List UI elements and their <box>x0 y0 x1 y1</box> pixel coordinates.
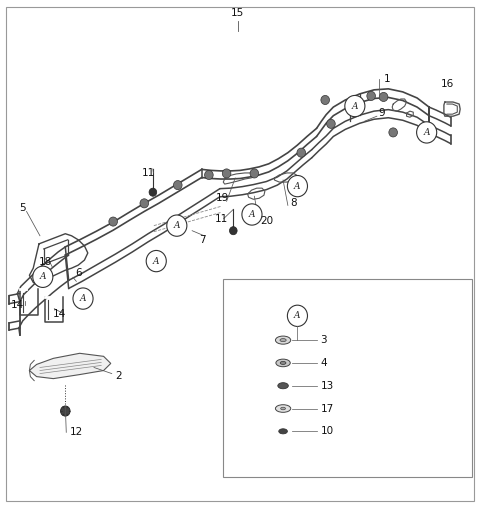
Text: 19: 19 <box>216 193 229 203</box>
Ellipse shape <box>276 359 290 367</box>
Circle shape <box>367 91 375 101</box>
Text: 3: 3 <box>321 335 327 345</box>
Text: 15: 15 <box>231 8 244 18</box>
Circle shape <box>326 119 335 129</box>
Circle shape <box>60 406 70 416</box>
Circle shape <box>204 170 213 179</box>
Circle shape <box>73 288 93 309</box>
Circle shape <box>389 128 397 137</box>
Circle shape <box>173 180 182 189</box>
Circle shape <box>288 175 308 197</box>
Text: 8: 8 <box>290 198 297 208</box>
Text: A: A <box>294 182 300 190</box>
Text: 17: 17 <box>321 403 334 414</box>
Polygon shape <box>29 353 111 378</box>
Circle shape <box>417 122 437 143</box>
Text: 12: 12 <box>70 427 84 437</box>
Text: 1: 1 <box>384 74 390 84</box>
Text: 13: 13 <box>321 380 334 391</box>
Ellipse shape <box>279 429 288 434</box>
Circle shape <box>379 92 388 102</box>
Ellipse shape <box>276 405 291 412</box>
Text: 18: 18 <box>39 257 52 267</box>
Text: 4: 4 <box>321 358 327 368</box>
Text: 6: 6 <box>75 268 82 278</box>
Ellipse shape <box>278 383 288 389</box>
Ellipse shape <box>276 336 291 344</box>
Circle shape <box>345 96 365 117</box>
Ellipse shape <box>281 407 286 410</box>
Text: 14: 14 <box>11 300 24 310</box>
Circle shape <box>297 148 306 157</box>
Circle shape <box>288 305 308 327</box>
Text: A: A <box>423 128 430 137</box>
Circle shape <box>222 169 231 178</box>
Text: 7: 7 <box>199 235 206 245</box>
Ellipse shape <box>280 339 286 342</box>
Text: 20: 20 <box>260 216 273 226</box>
Circle shape <box>321 96 329 105</box>
Circle shape <box>229 227 237 235</box>
Text: 11: 11 <box>142 168 155 178</box>
Circle shape <box>109 217 118 226</box>
Text: A: A <box>39 272 46 281</box>
Text: 16: 16 <box>441 79 454 89</box>
Text: A: A <box>174 221 180 230</box>
Text: A: A <box>153 257 159 266</box>
Text: A: A <box>294 311 300 321</box>
Text: A: A <box>80 294 86 303</box>
Text: 5: 5 <box>19 203 25 213</box>
Text: 2: 2 <box>116 371 122 380</box>
Ellipse shape <box>280 361 286 364</box>
Circle shape <box>149 188 157 196</box>
Circle shape <box>242 204 262 225</box>
Text: 11: 11 <box>215 213 228 224</box>
Bar <box>223 279 472 477</box>
Text: 10: 10 <box>321 426 334 436</box>
Text: A: A <box>352 102 358 111</box>
Circle shape <box>33 266 53 288</box>
Text: 14: 14 <box>52 309 66 319</box>
Circle shape <box>140 199 149 208</box>
Text: 9: 9 <box>379 108 385 118</box>
Circle shape <box>146 250 166 272</box>
Circle shape <box>250 169 259 178</box>
Text: A: A <box>249 210 255 219</box>
Circle shape <box>167 215 187 236</box>
